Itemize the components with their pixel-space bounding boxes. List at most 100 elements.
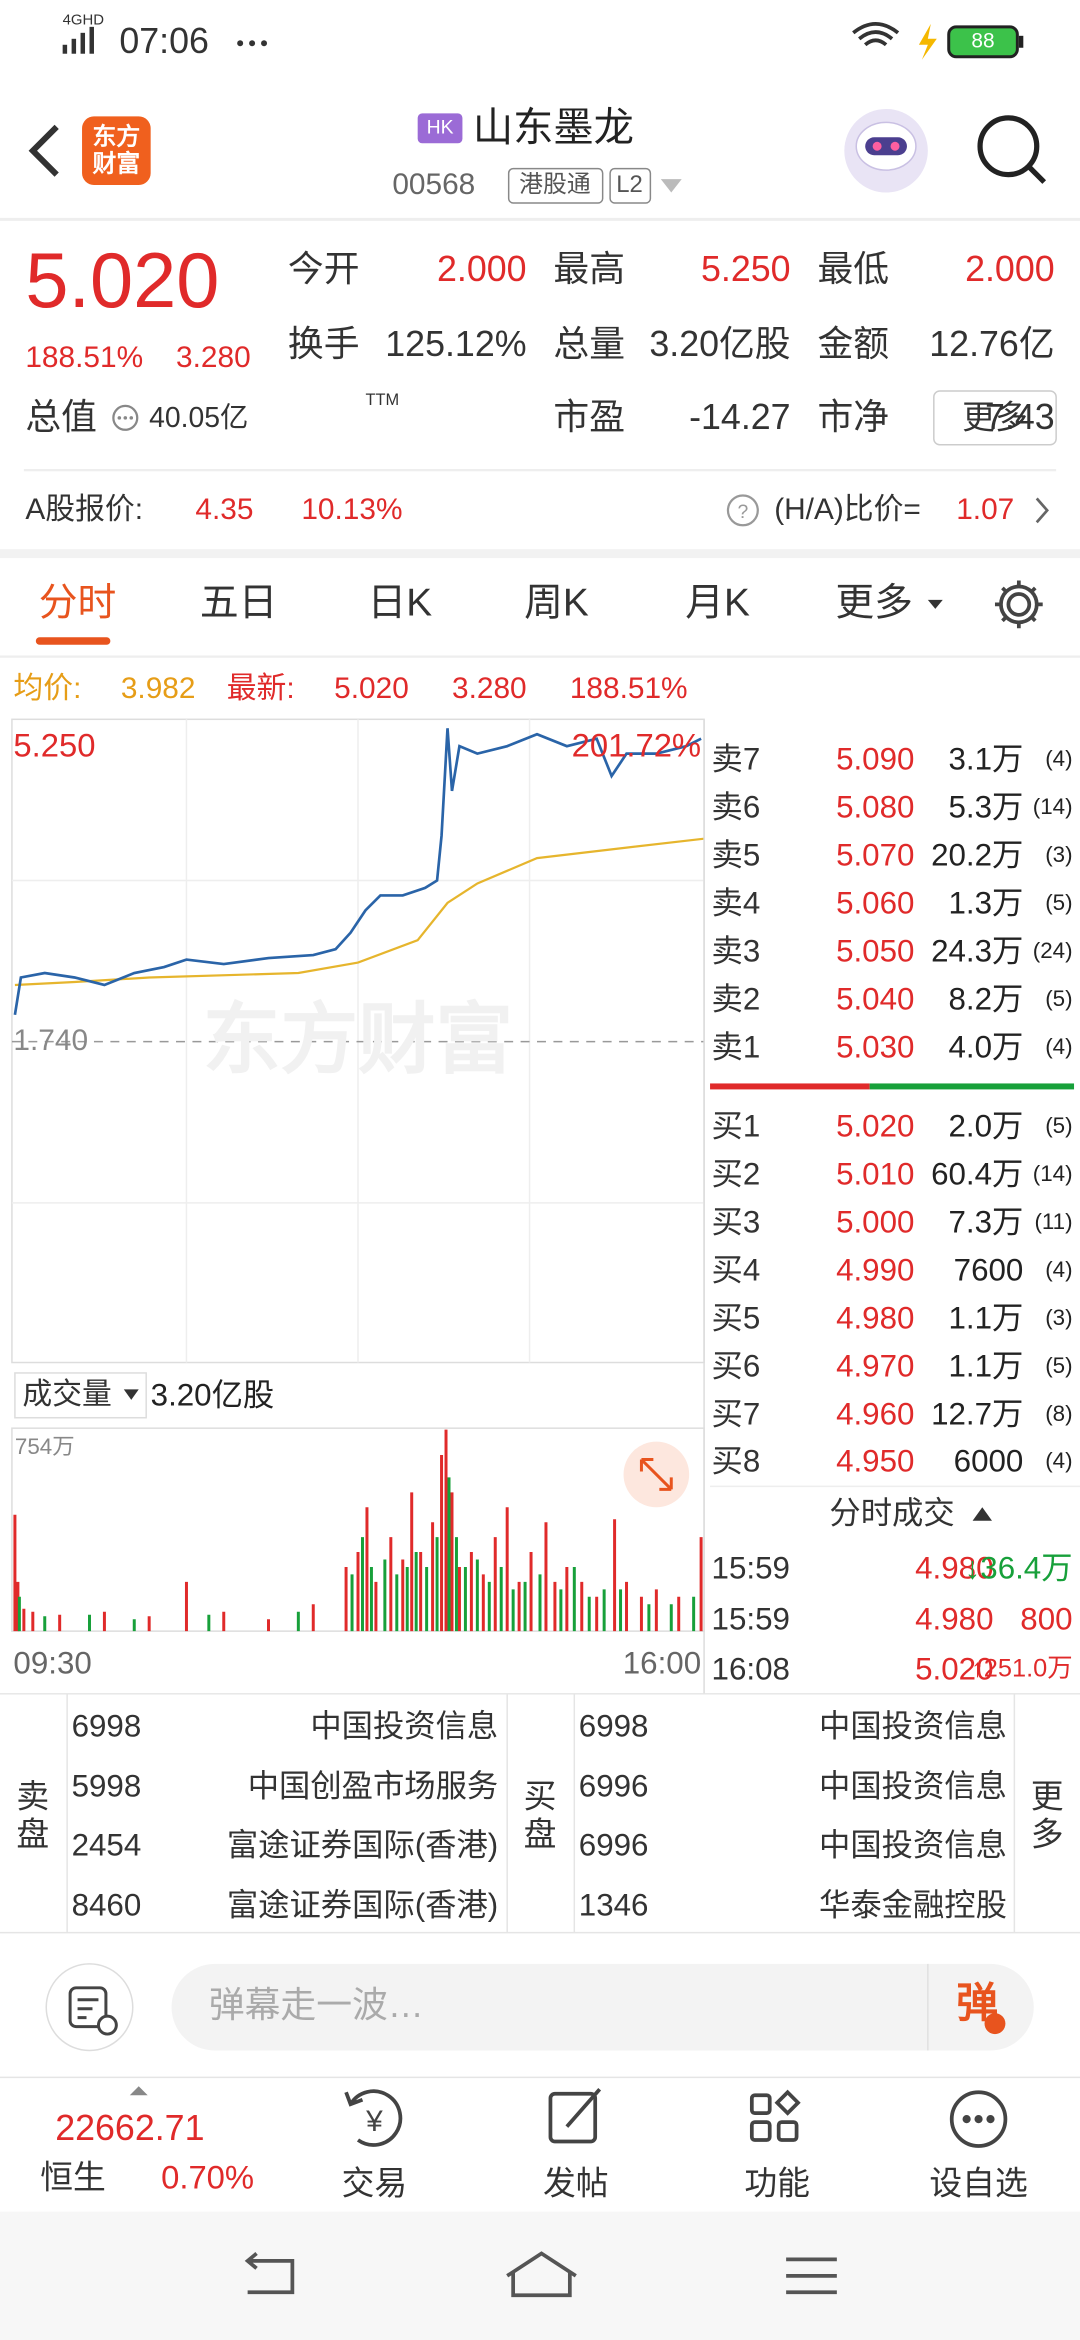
price-line [13, 728, 702, 1016]
dropdown-icon[interactable] [660, 179, 682, 193]
book-volume: 3.1万 [948, 741, 1024, 777]
broker-name: 中国投资信息 [310, 1708, 499, 1744]
chart-tab[interactable]: 五日 [199, 581, 278, 625]
index-percent: 0.70% [161, 2158, 255, 2196]
chart-tab[interactable]: 更多 [835, 581, 913, 625]
book-price: 4.970 [836, 1347, 915, 1383]
chart-tab[interactable]: 日K [367, 581, 433, 625]
volume-total: 3.20亿股 [150, 1377, 275, 1413]
book-count: (14) [1032, 1160, 1073, 1186]
book-level: 卖7 [711, 741, 761, 777]
book-volume: 60.4万 [931, 1156, 1024, 1192]
book-price: 5.080 [836, 789, 915, 825]
watermark: 东方财富 [202, 997, 514, 1084]
field-label: 换手 [287, 323, 360, 364]
dropdown-icon[interactable] [123, 1389, 139, 1400]
settings-button[interactable] [994, 580, 1043, 629]
broker-id: 6996 [578, 1767, 649, 1803]
sell-side-label: 卖盘 [16, 1777, 50, 1853]
dropdown-icon[interactable] [927, 599, 943, 609]
chart-tab[interactable]: 周K [524, 581, 589, 625]
a-share-label: A股报价: [25, 493, 144, 527]
field-value: 2.000 [436, 249, 527, 290]
tag: L2 [616, 171, 643, 199]
book-price: 4.950 [836, 1443, 915, 1479]
trade-time: 15:59 [711, 1600, 790, 1636]
time-end: 16:00 [622, 1645, 702, 1681]
field-label: 市净 [817, 396, 890, 437]
danmaku-button[interactable]: 弹 [956, 1979, 998, 2027]
volume-label[interactable]: 成交量 [22, 1377, 112, 1411]
comment-input[interactable] [171, 1963, 1034, 2051]
volume-bars-up [13, 1429, 703, 1632]
field-label: 今开 [287, 249, 360, 290]
trades-title[interactable]: 分时成交 [829, 1494, 955, 1530]
tag-box [507, 167, 604, 204]
book-count: (4) [1045, 1448, 1073, 1474]
last-label: 最新: [226, 672, 295, 706]
book-count: (5) [1045, 1113, 1073, 1139]
svg-text:?: ? [737, 501, 748, 523]
expand-icon[interactable] [129, 2086, 148, 2096]
book-count: (14) [1032, 793, 1073, 819]
market-badge-text: HK [426, 116, 454, 139]
broker-name: 华泰金融控股 [819, 1887, 1007, 1923]
book-volume: 7600 [953, 1252, 1024, 1288]
more-button-text[interactable]: 更多 [962, 398, 1028, 436]
book-price: 5.070 [836, 837, 915, 873]
book-volume: 2.0万 [948, 1108, 1024, 1144]
chart-tab[interactable]: 月K [685, 581, 750, 625]
prev-close: 1.740 [13, 1024, 89, 1058]
broker-id: 6996 [578, 1827, 649, 1863]
book-count: (4) [1045, 1033, 1073, 1059]
field-value: 5.250 [701, 249, 791, 290]
chart-tab[interactable]: 分时 [38, 581, 117, 625]
trade-volume: ↑251.0万 [971, 1654, 1073, 1683]
broker-id: 8460 [71, 1887, 142, 1923]
book-price: 5.050 [836, 933, 915, 969]
change-percent: 188.51% [25, 341, 144, 375]
nav-label[interactable]: 交易 [341, 2164, 408, 2202]
comment-placeholder[interactable]: 弹幕走一波… [208, 1985, 424, 2026]
nav-label[interactable]: 功能 [744, 2164, 810, 2202]
a-share-price: 4.35 [195, 493, 254, 527]
book-count: (8) [1045, 1400, 1073, 1426]
book-level: 卖4 [711, 885, 761, 921]
robot-avatar[interactable] [844, 108, 928, 193]
book-level: 买6 [711, 1347, 761, 1383]
battery-level: 88 [971, 29, 995, 53]
trade-price: 5.020 [915, 1651, 994, 1687]
help-icon[interactable]: ? [726, 494, 759, 527]
ask-ratio-bar [710, 1083, 870, 1090]
book-count: (3) [1045, 841, 1073, 867]
info-icon[interactable] [112, 404, 139, 431]
chevron [1035, 497, 1049, 524]
broker-id: 5998 [71, 1767, 142, 1803]
avg-value: 3.982 [120, 672, 196, 706]
brokers-more[interactable]: 更多 [1030, 1777, 1064, 1853]
time-start: 09:30 [13, 1645, 92, 1681]
search-button[interactable] [977, 115, 1047, 184]
expand-button[interactable] [623, 1441, 690, 1508]
system-nav-icons[interactable] [244, 2251, 837, 2298]
trade-time: 15:59 [711, 1550, 790, 1586]
volume-selector[interactable] [14, 1372, 147, 1419]
last-price: 5.020 [25, 238, 220, 325]
nav-label[interactable]: 发帖 [543, 2164, 609, 2202]
sort-icon[interactable] [972, 1507, 992, 1521]
broker-name: 中国创盈市场服务 [247, 1767, 499, 1803]
nav-label[interactable]: 设自选 [929, 2164, 1028, 2202]
system-nav-bar [0, 2211, 1080, 2340]
tag-box [609, 167, 652, 204]
more-button[interactable] [933, 390, 1057, 446]
back-button[interactable] [28, 124, 59, 177]
buy-side-label: 买盘 [523, 1777, 557, 1853]
index-value[interactable]: 22662.71 [55, 2107, 205, 2148]
comment-list-button[interactable] [45, 1963, 134, 2052]
book-level: 卖3 [711, 933, 761, 969]
field-sup: TTM [365, 390, 400, 409]
nav-icons: ¥ [344, 2088, 1008, 2148]
book-count: (4) [1045, 746, 1073, 772]
broker-name: 中国投资信息 [819, 1827, 1007, 1863]
